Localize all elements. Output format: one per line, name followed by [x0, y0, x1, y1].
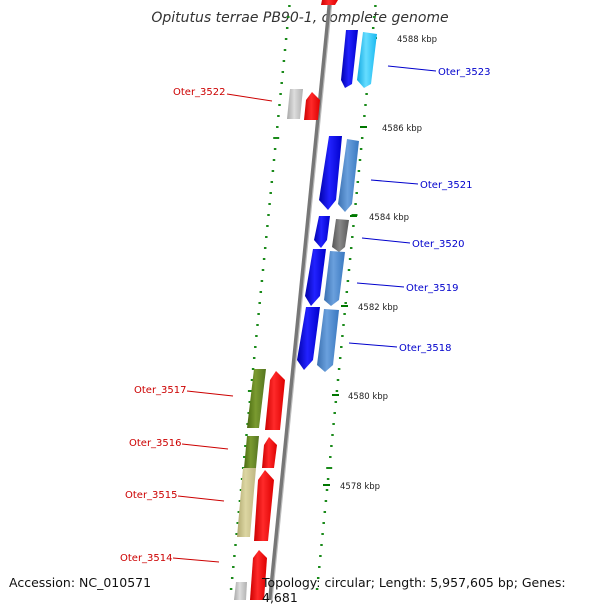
gene-label-oter-3519[interactable]: Oter_3519	[406, 283, 459, 294]
gene-oter-3519[interactable]	[305, 249, 345, 306]
gene-label-oter-3516[interactable]: Oter_3516	[129, 438, 182, 449]
gene-oter-3521[interactable]	[319, 136, 359, 212]
gene-label-oter-3523[interactable]: Oter_3523	[438, 67, 491, 78]
kbp-label-4580: 4580 kbp	[348, 392, 388, 402]
gene-label-oter-3521[interactable]: Oter_3521	[420, 180, 473, 191]
kbp-label-4586: 4586 kbp	[382, 124, 422, 134]
kbp-label-4578: 4578 kbp	[340, 482, 380, 492]
gene-oter-3514[interactable]	[234, 550, 267, 600]
gene-oter-3516[interactable]	[244, 436, 277, 468]
label-leaders	[172, 65, 437, 563]
kbp-label-4584: 4584 kbp	[369, 213, 409, 223]
gene-label-oter-3517[interactable]: Oter_3517	[134, 385, 187, 396]
kbp-label-4582: 4582 kbp	[358, 303, 398, 313]
gene-label-oter-3520[interactable]: Oter_3520	[412, 239, 465, 250]
kbp-label-4588: 4588 kbp	[397, 35, 437, 45]
gene-label-oter-3515[interactable]: Oter_3515	[125, 490, 178, 501]
gene-arrow-top-partial[interactable]	[321, 0, 338, 5]
gene-oter-3523[interactable]	[341, 30, 377, 88]
gene-label-oter-3514[interactable]: Oter_3514	[120, 553, 173, 564]
gene-label-oter-3522[interactable]: Oter_3522	[173, 87, 226, 98]
gene-label-oter-3518[interactable]: Oter_3518	[399, 343, 452, 354]
gene-oter-3522[interactable]	[287, 89, 320, 120]
gene-oter-3520[interactable]	[314, 216, 349, 252]
accession-text: Accession: NC_010571	[9, 575, 152, 590]
gene-oter-3517[interactable]	[247, 369, 285, 430]
gene-oter-3518[interactable]	[297, 307, 339, 372]
position-ticks	[229, 5, 377, 590]
genome-title: Opitutus terrae PB90-1, complete genome	[151, 10, 449, 26]
gene-oter-3515[interactable]	[237, 468, 274, 541]
topology-text: Topology: circular; Length: 5,957,605 bp…	[262, 575, 566, 605]
